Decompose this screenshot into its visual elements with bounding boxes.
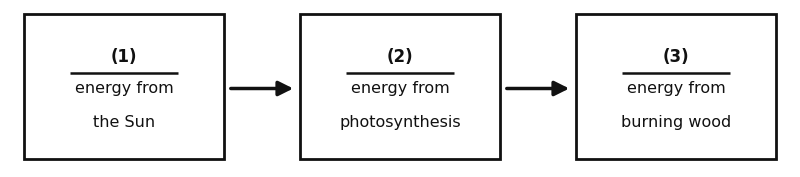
Text: (3): (3) — [662, 48, 690, 66]
Text: (2): (2) — [386, 48, 414, 66]
Text: the Sun: the Sun — [93, 115, 155, 130]
Text: energy from: energy from — [626, 81, 726, 96]
Text: energy from: energy from — [74, 81, 174, 96]
Text: photosynthesis: photosynthesis — [339, 115, 461, 130]
FancyBboxPatch shape — [576, 14, 776, 159]
Text: energy from: energy from — [350, 81, 450, 96]
Text: burning wood: burning wood — [621, 115, 731, 130]
FancyBboxPatch shape — [300, 14, 500, 159]
FancyBboxPatch shape — [24, 14, 224, 159]
Text: (1): (1) — [110, 48, 138, 66]
